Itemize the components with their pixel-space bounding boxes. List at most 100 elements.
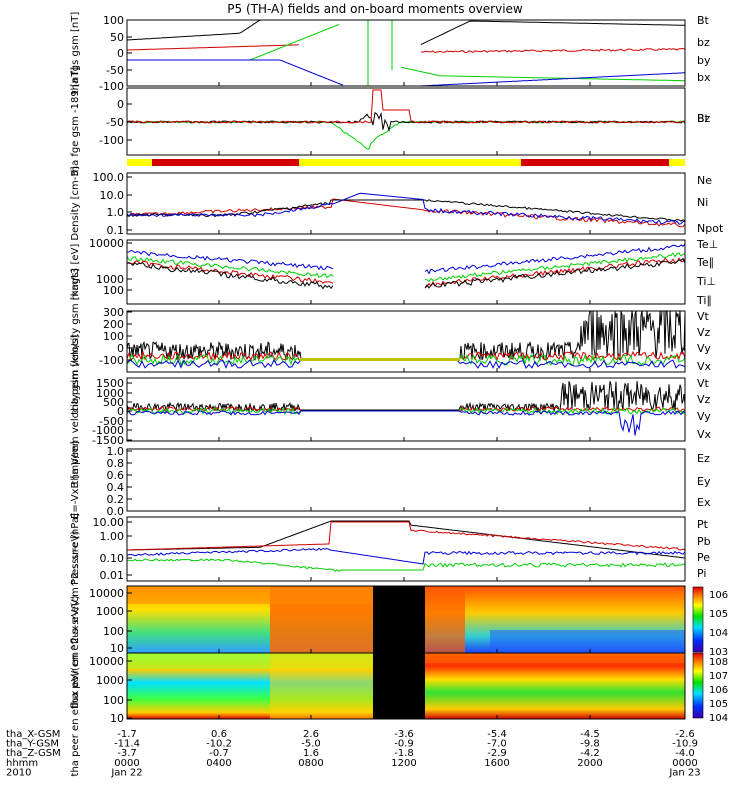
colorbar-label: 103 <box>709 647 728 658</box>
colorbar-label: 107 <box>709 671 728 682</box>
series-line <box>126 257 686 290</box>
x-tick-label: 0800 <box>298 758 323 769</box>
y-tick-label: 10000 <box>89 237 124 250</box>
legend-entry: Npot <box>697 222 724 235</box>
figure-title: P5 (TH-A) fields and on-board moments ov… <box>227 2 523 16</box>
x-tick-label: -2.9 <box>487 748 507 759</box>
x-row-label: tha_Y-GSM <box>6 739 59 750</box>
y-tick-label: 1000 <box>96 273 124 286</box>
electron-spectrogram <box>127 653 685 719</box>
y-tick-label: 0 <box>117 47 124 60</box>
legend-entry: Vt <box>697 377 710 390</box>
series-line <box>126 192 686 225</box>
legend-entry: Bt <box>697 14 710 27</box>
y-axis-label: tha fgs gsm [nT] <box>70 12 81 95</box>
legend-entry: Ne <box>697 174 712 187</box>
x-tick-label: 0000 <box>114 758 139 769</box>
y-tick-label: 100 <box>103 284 124 297</box>
y-tick-label: 1000 <box>96 387 124 400</box>
series-line <box>127 520 686 559</box>
legend-entry: Ni <box>697 196 708 209</box>
panels-layer <box>126 19 686 573</box>
legend-entry: Vz <box>697 393 711 406</box>
series-line <box>126 44 686 54</box>
legend-entry: bx <box>697 71 711 84</box>
y-tick-label: 0.8 <box>107 457 125 470</box>
legend-entry: Ez <box>697 452 710 465</box>
colorbar-label: 105 <box>709 609 728 620</box>
series-line <box>126 89 686 124</box>
legend-entry: Te⊥ <box>696 238 718 251</box>
x-tick-label: -10.2 <box>206 739 232 750</box>
y-tick-label: 10000 <box>89 655 124 668</box>
y-tick-label: 300 <box>103 306 124 319</box>
y-tick-label: 500 <box>103 396 124 409</box>
y-tick-label: 0.01 <box>100 569 125 582</box>
legend-entry: Bz <box>697 112 711 125</box>
ion-colorbar <box>692 586 704 653</box>
x-tick-label: -4.5 <box>580 729 600 740</box>
y-axis-label: magt3 [eV] <box>70 244 81 301</box>
y-axis-label: tha peer en eflux eV/(cm^2-s-sr-eV) <box>70 595 81 776</box>
legend-entry: Ti∥ <box>696 294 712 307</box>
legend-entry: Vx <box>697 428 712 441</box>
y-tick-label: 100 <box>103 625 124 638</box>
y-tick-label: 0.6 <box>107 469 125 482</box>
y-tick-label: 0.4 <box>107 481 125 494</box>
y-axis-label: tha peir en eflux eV/(cm^2-s-sr-eV) <box>70 531 81 709</box>
x-tick-label: -3.6 <box>394 729 414 740</box>
y-tick-label: 0 <box>117 98 124 111</box>
legend-entry: Vz <box>697 326 711 339</box>
legend-entry: Ti⊥ <box>696 275 716 288</box>
legend-entry: Vx <box>697 360 712 373</box>
series-line <box>126 120 686 150</box>
y-tick-label: 10.00 <box>93 516 125 529</box>
colorbar-label: 106 <box>709 590 728 601</box>
colorbar-label: 106 <box>709 685 728 696</box>
x-tick-label: 0.6 <box>211 729 227 740</box>
series-line <box>126 252 686 283</box>
y-tick-label: 1500 <box>96 377 124 390</box>
region-bar <box>127 159 685 166</box>
x-row-label: hhmm <box>6 758 38 769</box>
y-axis-label: Density [cm-3] <box>70 166 81 240</box>
panel-frame <box>126 652 686 720</box>
y-tick-label: 0 <box>117 342 124 355</box>
legend-entry: Pb <box>697 535 711 548</box>
x-tick-label: Jan 22 <box>110 767 142 778</box>
legend-entry: Te∥ <box>696 256 714 269</box>
x-tick-label: 1.6 <box>303 748 319 759</box>
series-line <box>126 243 686 275</box>
x-tick-label: 1200 <box>391 758 416 769</box>
y-tick-label: 0.2 <box>107 493 125 506</box>
y-axis-label: tha fge gsm -189 [nT] <box>70 67 81 176</box>
series-line <box>126 310 686 362</box>
colorbar-label: 105 <box>709 699 728 710</box>
x-tick-label: -2.6 <box>675 729 695 740</box>
y-tick-label: 10000 <box>89 587 124 600</box>
x-tick-label: 2.6 <box>303 729 319 740</box>
series-line <box>127 23 685 82</box>
y-tick-label: -500 <box>99 415 124 428</box>
y-tick-label: 10 <box>110 712 124 725</box>
series-line <box>126 19 685 45</box>
y-tick-label: 1000 <box>96 674 124 687</box>
y-tick-label: 0.10 <box>100 552 125 565</box>
legend-entry: Ex <box>697 496 711 509</box>
series-line <box>126 381 686 413</box>
series-line <box>127 59 685 87</box>
x-tick-label: 0000 <box>672 758 697 769</box>
panel-frame <box>126 310 686 373</box>
y-tick-label: 0.1 <box>107 224 125 237</box>
y-tick-label: 100.0 <box>93 171 125 184</box>
x-row-label: 2010 <box>6 767 31 778</box>
y-tick-label: 100 <box>103 14 124 27</box>
panel-frame <box>126 377 686 442</box>
y-tick-label: -100 <box>99 354 124 367</box>
series-line <box>126 257 686 288</box>
legend-entry: Pt <box>697 518 709 531</box>
panel-frame <box>126 172 686 235</box>
series-line <box>126 558 686 573</box>
y-tick-label: 10.0 <box>100 189 125 202</box>
